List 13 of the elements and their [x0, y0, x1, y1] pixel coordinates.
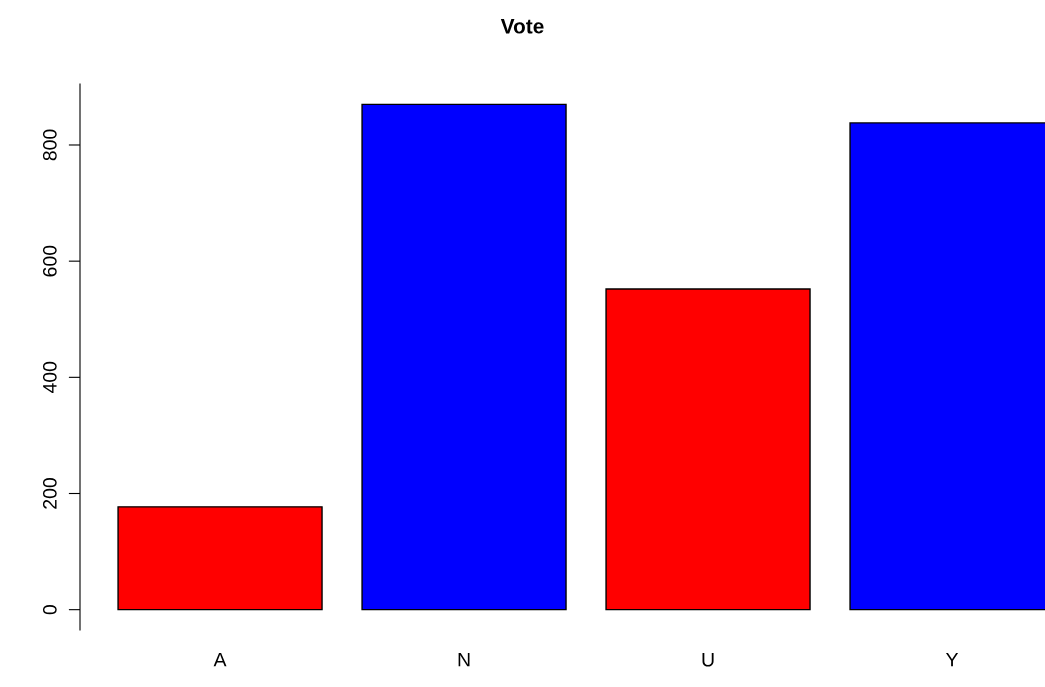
x-tick-label: A: [213, 652, 227, 667]
bar: [117, 506, 323, 611]
bar: [605, 288, 811, 611]
x-tick-label: Y: [945, 652, 959, 667]
y-tick-label: 400: [42, 361, 57, 394]
bar: [361, 103, 567, 611]
y-tick-label: 200: [42, 478, 57, 509]
y-tick-label: 0: [42, 605, 57, 615]
chart-title: Vote: [500, 19, 544, 34]
y-tick-label: 600: [42, 245, 57, 277]
y-tick-label: 800: [42, 129, 57, 161]
x-tick-label: N: [458, 652, 470, 667]
x-tick-label: U: [702, 652, 714, 667]
